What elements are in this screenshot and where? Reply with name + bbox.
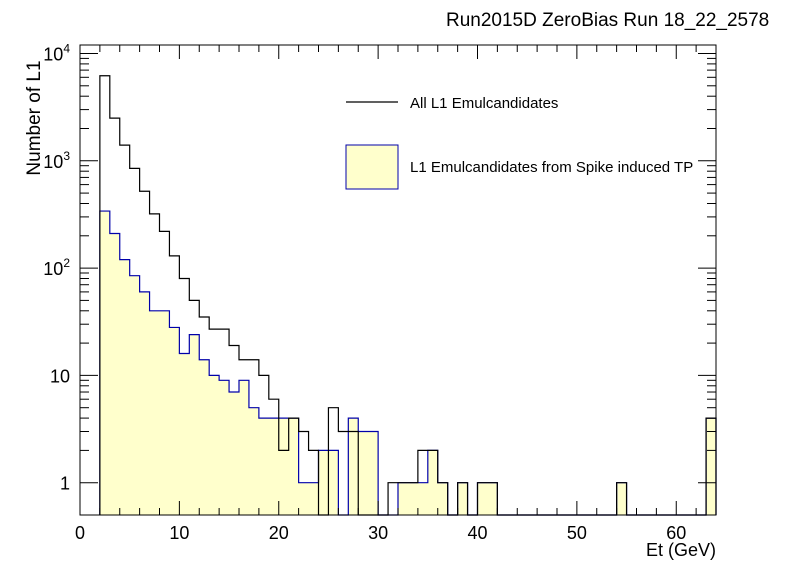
y-tick-label: 103 — [43, 149, 70, 172]
legend-box — [338, 72, 634, 212]
x-tick-label: 10 — [169, 523, 189, 543]
spike-series-fill — [99, 211, 716, 515]
chart-title: Run2015D ZeroBias Run 18_22_2578 — [446, 10, 770, 31]
x-tick-label: 30 — [368, 523, 388, 543]
x-tick-label: 60 — [666, 523, 686, 543]
y-tick-label: 10 — [50, 366, 70, 386]
y-tick-label: 1 — [60, 474, 70, 494]
y-axis-label: Number of L1 — [24, 60, 45, 176]
y-tick-label: 102 — [43, 256, 70, 279]
y-tick-label: 104 — [43, 41, 70, 64]
x-tick-label: 20 — [269, 523, 289, 543]
x-tick-label: 0 — [75, 523, 85, 543]
x-tick-label: 50 — [567, 523, 587, 543]
x-axis-label: Et (GeV) — [645, 540, 716, 560]
x-tick-label: 40 — [467, 523, 487, 543]
legend-total-label: All L1 Emulcandidates — [410, 95, 558, 112]
legend-spike-swatch — [345, 144, 399, 190]
legend-spike-label: L1 Emulcandidates from Spike induced TP — [410, 159, 693, 176]
